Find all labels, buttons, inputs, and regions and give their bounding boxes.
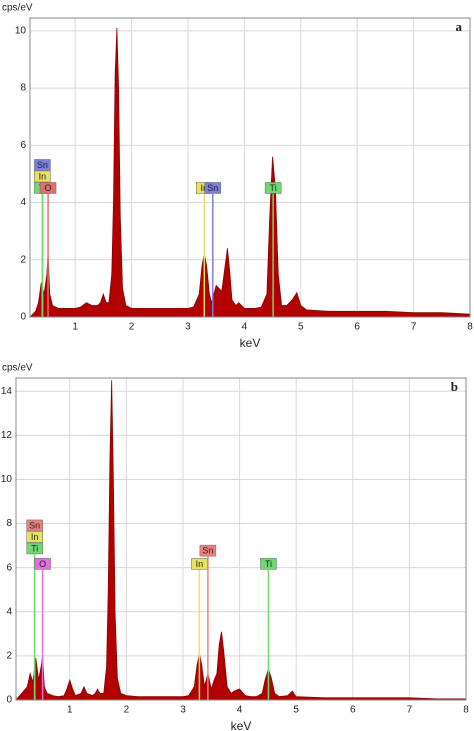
y-tick-label: 2 xyxy=(6,651,12,662)
element-label: Sn xyxy=(202,546,213,556)
element-label: O xyxy=(45,183,52,193)
x-axis-label: keV xyxy=(240,336,261,350)
panel-label: b xyxy=(451,379,458,394)
x-tick-label: 6 xyxy=(350,705,356,716)
element-label: Ti xyxy=(31,543,38,553)
y-tick-label: 10 xyxy=(15,26,27,37)
y-tick-label: 0 xyxy=(6,695,12,706)
x-axis-label: keV xyxy=(231,719,252,731)
plot-frame xyxy=(15,377,467,701)
element-tag xyxy=(26,542,43,555)
element-tag xyxy=(34,558,51,570)
y-tick-label: 8 xyxy=(6,518,12,529)
element-tag xyxy=(26,519,43,532)
plot-area xyxy=(30,18,470,317)
x-tick-label: 8 xyxy=(463,705,469,716)
x-tick-label: 5 xyxy=(293,705,299,716)
x-tick-label: 8 xyxy=(467,322,473,333)
element-tag xyxy=(204,182,222,194)
y-tick-label: 6 xyxy=(20,140,26,151)
x-tick-label: 7 xyxy=(407,705,413,716)
y-tick-label: 0 xyxy=(20,312,26,323)
y-tick-label: 10 xyxy=(1,474,13,485)
element-tag xyxy=(199,544,217,557)
x-tick-label: 7 xyxy=(411,322,417,333)
element-tag xyxy=(264,182,282,194)
element-label: Sn xyxy=(207,183,218,193)
y-tick-label: 4 xyxy=(20,197,26,208)
element-tag xyxy=(34,159,51,171)
plot-frame xyxy=(29,17,471,318)
y-tick-label: 8 xyxy=(20,83,26,94)
x-tick-label: 3 xyxy=(185,322,191,333)
x-tick-label: 4 xyxy=(242,322,248,333)
spectrum xyxy=(29,27,471,318)
x-tick-label: 2 xyxy=(129,322,135,333)
x-tick-label: 2 xyxy=(124,705,130,716)
element-label: Ti xyxy=(265,559,272,569)
element-tag xyxy=(260,558,277,570)
y-tick-label: 4 xyxy=(6,606,12,617)
element-tag xyxy=(39,182,57,194)
element-label: O xyxy=(39,559,46,569)
element-tag xyxy=(34,170,51,183)
y-tick-label: 2 xyxy=(20,254,26,265)
plot-area xyxy=(16,378,466,700)
element-label: Ti xyxy=(270,183,277,193)
y-tick-label: 12 xyxy=(1,430,13,441)
x-tick-label: 1 xyxy=(72,322,78,333)
x-tick-label: 5 xyxy=(298,322,304,333)
element-label: In xyxy=(31,532,39,542)
element-label: Sn xyxy=(29,520,40,530)
panel-label: a xyxy=(456,19,463,34)
x-tick-label: 4 xyxy=(237,705,243,716)
x-tick-label: 6 xyxy=(354,322,360,333)
y-tick-label: 14 xyxy=(1,386,13,397)
x-tick-label: 1 xyxy=(67,705,73,716)
x-tick-label: 3 xyxy=(180,705,186,716)
element-label: Sn xyxy=(37,160,48,170)
element-label: In xyxy=(201,183,209,193)
y-axis-label: cps/eV xyxy=(2,3,33,14)
y-axis-label: cps/eV xyxy=(2,363,33,374)
spectrum xyxy=(15,380,467,701)
y-tick-label: 6 xyxy=(6,562,12,573)
element-label: In xyxy=(196,559,204,569)
element-tag xyxy=(26,531,43,543)
element-label: In xyxy=(39,171,47,181)
